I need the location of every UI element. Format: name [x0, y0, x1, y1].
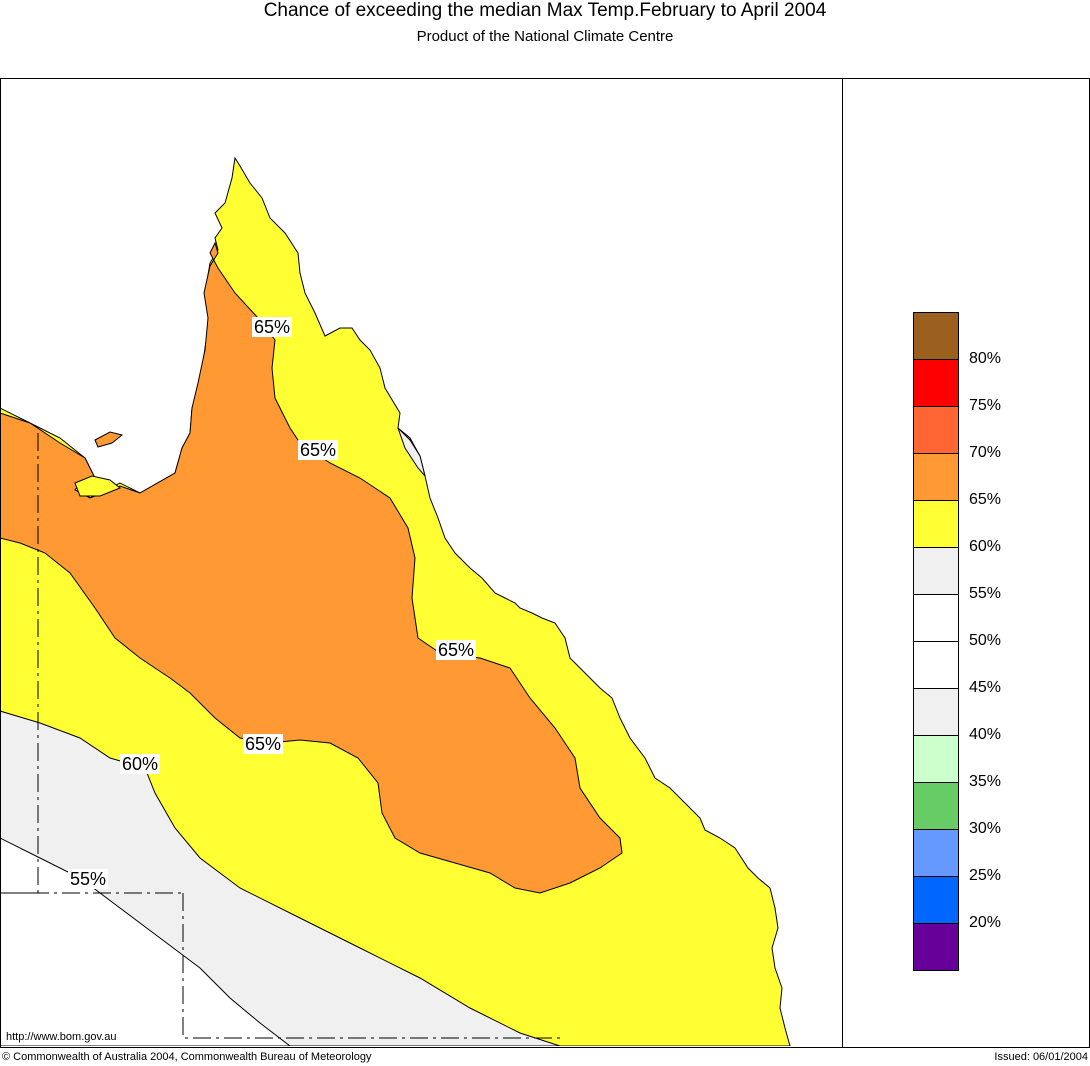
website-url: http://www.bom.gov.au	[6, 1031, 117, 1043]
land-white-zone	[1, 837, 291, 1046]
legend-label: 55%	[969, 585, 1002, 602]
legend-swatch	[913, 312, 959, 360]
contour-label-55: 55%	[68, 869, 109, 889]
legend-swatch	[913, 454, 959, 501]
legend-label: 20%	[969, 914, 1002, 931]
issued-date: Issued: 06/01/2004	[994, 1051, 1088, 1063]
gulf-yellow-pocket	[74, 475, 121, 497]
contour-label-65-coast: 65%	[298, 440, 339, 460]
legend-label: 80%	[969, 350, 1002, 367]
legend-swatch	[913, 595, 959, 642]
gulf-island	[94, 431, 124, 448]
legend-swatch	[913, 689, 959, 736]
legend-label: 60%	[969, 538, 1002, 555]
legend-swatch	[913, 877, 959, 924]
legend-swatch	[913, 360, 959, 407]
legend-label: 25%	[969, 867, 1002, 884]
legend-label: 70%	[969, 444, 1002, 461]
contour-label-60: 60%	[120, 754, 161, 774]
legend-swatch	[913, 783, 959, 830]
legend-label: 75%	[969, 397, 1002, 414]
legend-swatch	[913, 736, 959, 783]
contour-label-65-east: 65%	[436, 640, 477, 660]
queensland-probability-map	[0, 78, 1090, 1048]
legend-swatch	[913, 407, 959, 454]
legend-swatch	[913, 642, 959, 689]
color-legend	[913, 312, 959, 971]
legend-label: 45%	[969, 679, 1002, 696]
legend-swatch	[913, 548, 959, 595]
copyright-text: © Commonwealth of Australia 2004, Common…	[2, 1051, 372, 1063]
legend-label: 65%	[969, 491, 1002, 508]
legend-label: 50%	[969, 632, 1002, 649]
legend-swatch	[913, 830, 959, 877]
legend-label: 35%	[969, 773, 1002, 790]
state-border	[1, 433, 560, 1039]
legend-swatch	[913, 924, 959, 971]
coastal-grey-sliver	[397, 427, 426, 477]
contour-label-65-south: 65%	[243, 734, 284, 754]
legend-label: 30%	[969, 820, 1002, 837]
legend-panel-frame	[842, 78, 1090, 1048]
map-title: Chance of exceeding the median Max Temp.…	[263, 0, 827, 21]
contour-label-65-north: 65%	[252, 317, 293, 337]
map-subtitle: Product of the National Climate Centre	[416, 28, 674, 45]
legend-label: 40%	[969, 726, 1002, 743]
legend-swatch	[913, 501, 959, 548]
